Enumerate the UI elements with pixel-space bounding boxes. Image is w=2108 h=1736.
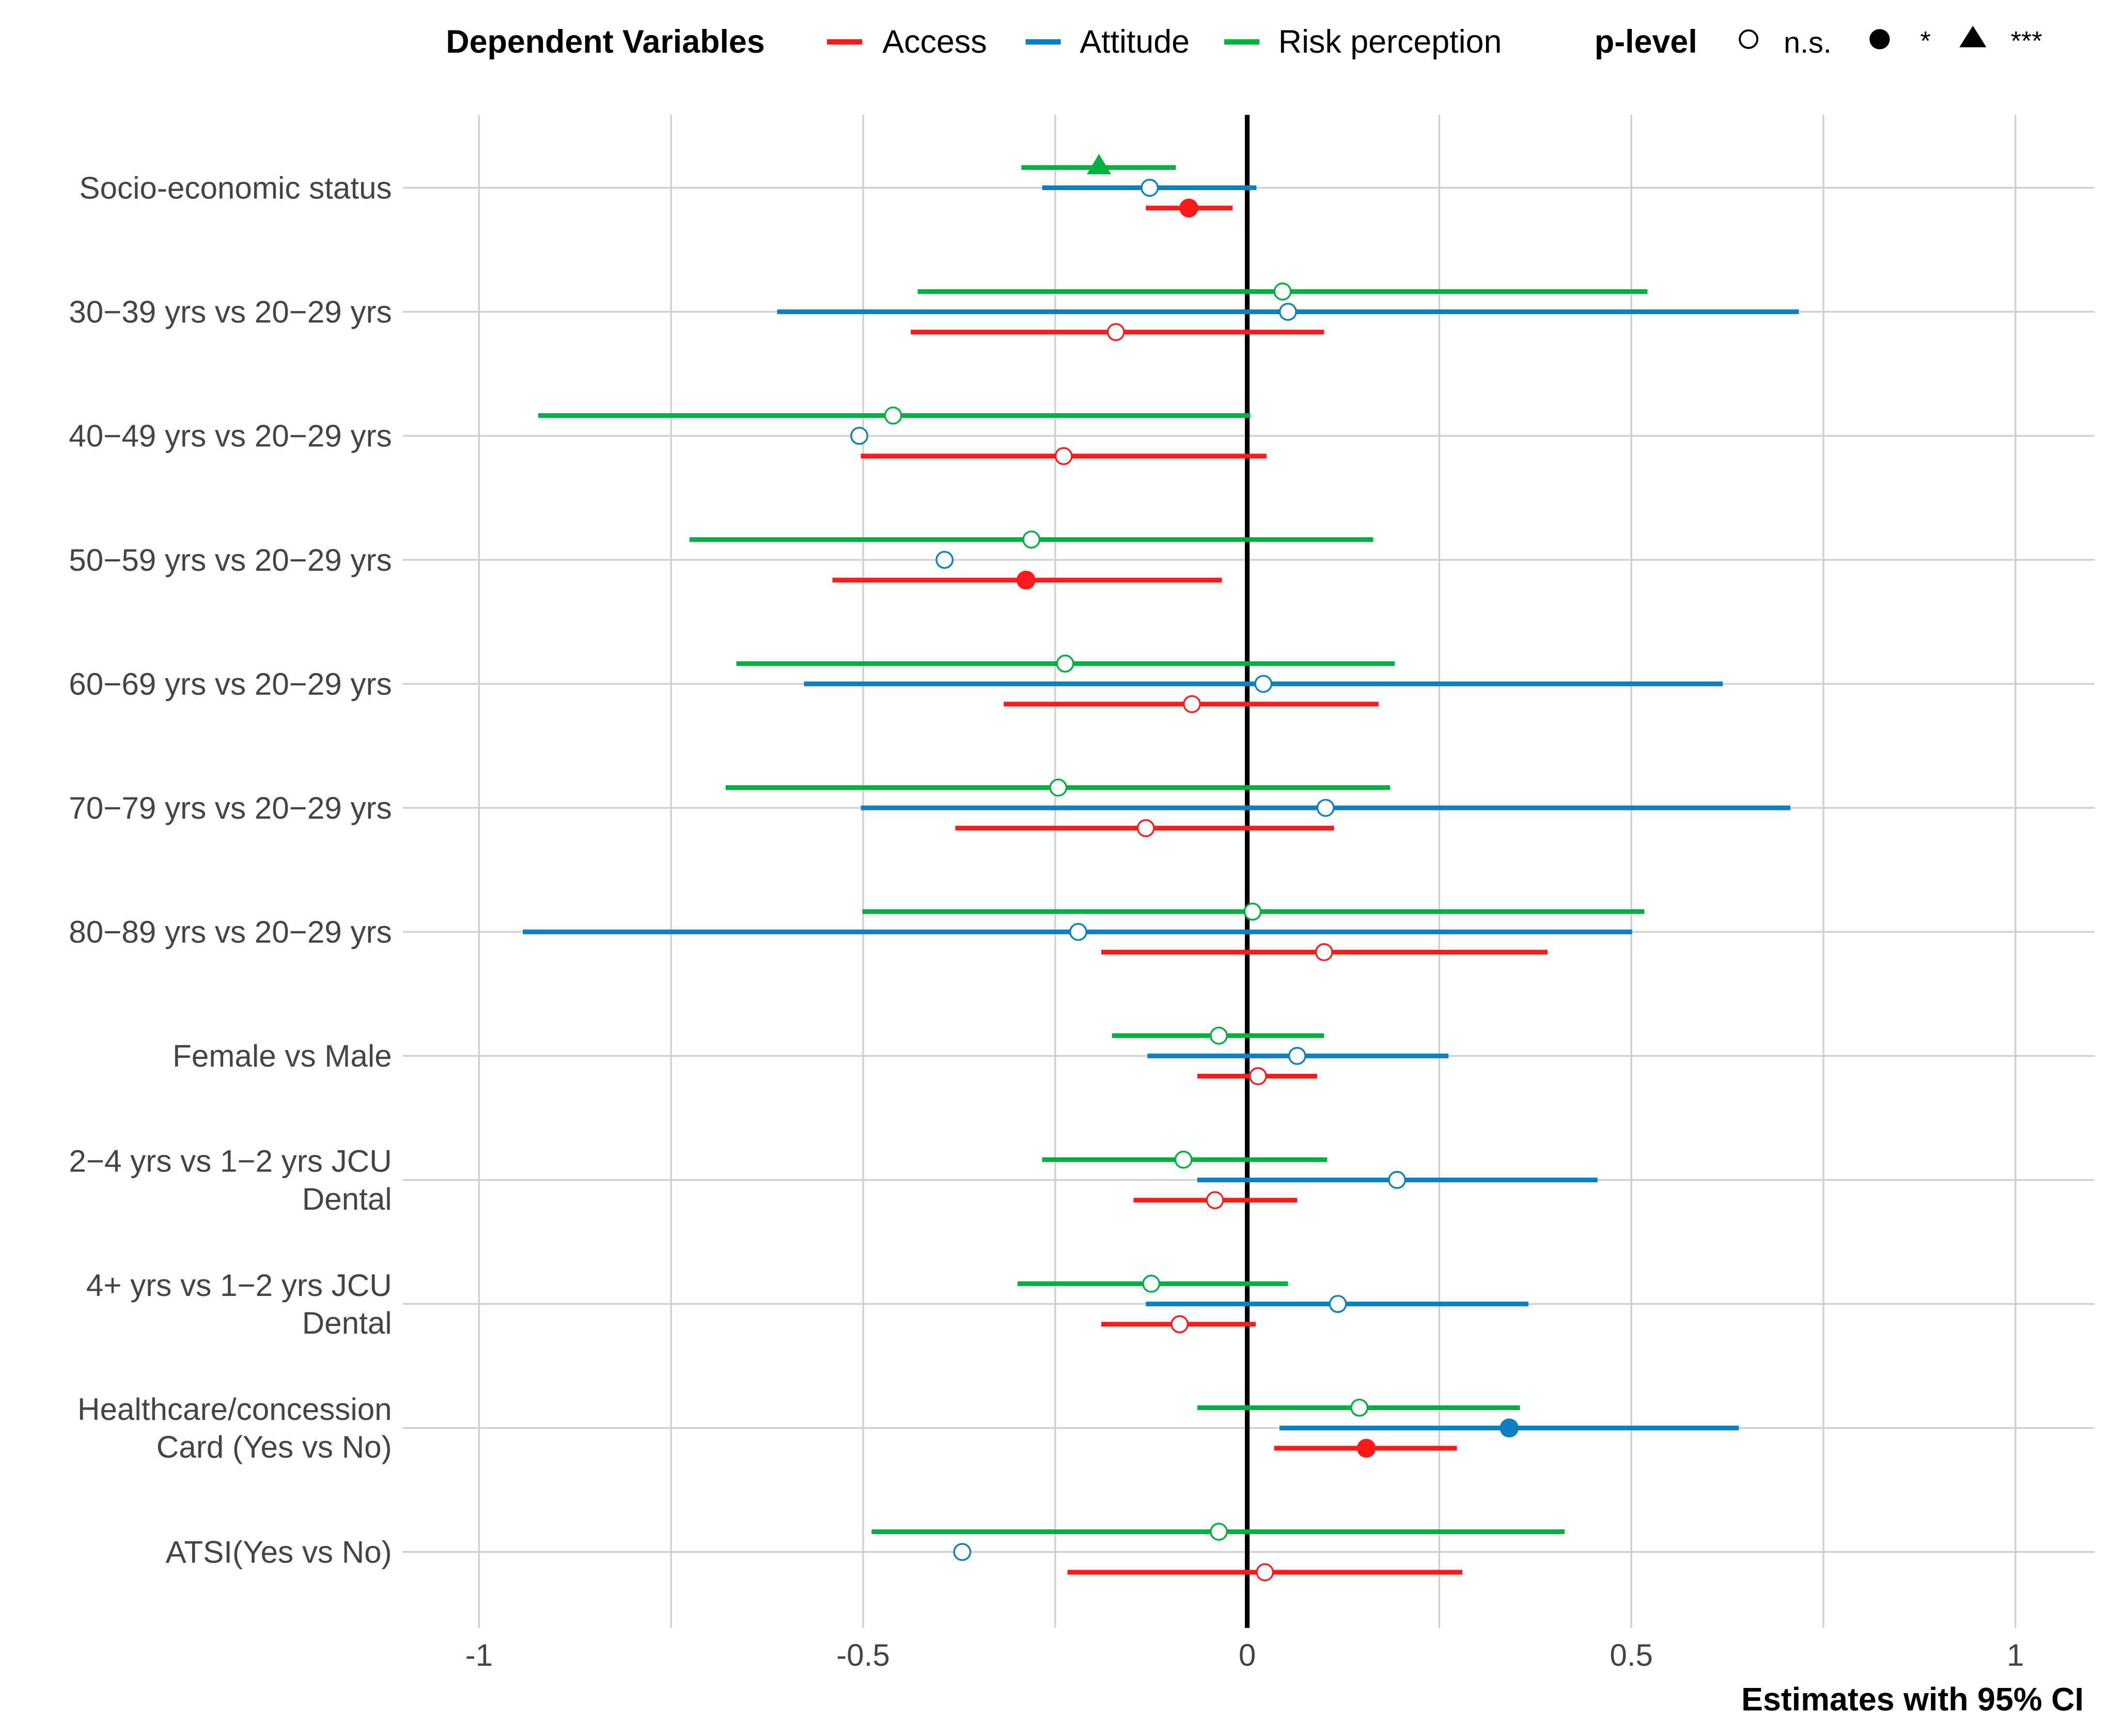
risk-perception-estimate-open: [1022, 530, 1041, 549]
row-label: Healthcare/concession: [77, 1392, 392, 1427]
risk-perception-estimate-open: [1049, 778, 1068, 797]
attitude-estimate-open: [1388, 1171, 1406, 1189]
row-label: 60−69 yrs vs 20−29 yrs: [69, 667, 392, 701]
row-label: 50−59 yrs vs 20−29 yrs: [69, 543, 392, 577]
attitude-estimate-open: [1288, 1046, 1306, 1065]
rows: Socio-economic status 30−39 yrs vs 20−29 …: [69, 170, 392, 1569]
attitude-estimate-open: [850, 427, 868, 445]
p-level-title: p-level: [1595, 24, 1697, 60]
access-estimate-open: [1256, 1563, 1274, 1582]
x-ticks: -1 -0.5 0 0.5 1: [465, 1638, 2024, 1672]
x-axis-title: Estimates with 95% CI: [1741, 1681, 2084, 1717]
legend-label-access: Access: [882, 24, 987, 60]
attitude-estimate-open: [1329, 1295, 1347, 1313]
p-level-three-star: ***: [2011, 26, 2042, 56]
access-estimate-open: [1054, 447, 1073, 465]
risk-perception-estimate-open: [1210, 1026, 1228, 1045]
legend-label-risk-perception: Risk perception: [1278, 24, 1502, 60]
access-estimate-filled: [1016, 570, 1036, 590]
access-estimate-open: [1249, 1067, 1267, 1085]
attitude-estimate-open: [1316, 799, 1335, 817]
row-label: Female vs Male: [173, 1039, 392, 1073]
grid: [402, 115, 2095, 1628]
risk-perception-estimate-open: [884, 406, 902, 425]
access-estimate-open: [1170, 1315, 1189, 1334]
filled-triangle-icon: [1959, 25, 1987, 48]
risk-perception-estimate-open: [1056, 654, 1074, 673]
row-label: 2−4 yrs vs 1−2 yrs JCU: [69, 1144, 392, 1179]
attitude-estimate-open: [1069, 922, 1087, 941]
row-label: Dental: [302, 1306, 392, 1340]
risk-perception-estimate-open: [1273, 283, 1292, 301]
marks: [523, 154, 1799, 1582]
risk-perception-estimate-open: [1174, 1150, 1193, 1169]
attitude-estimate-open: [1254, 675, 1273, 693]
access-estimate-open: [1136, 819, 1155, 837]
open-circle-icon: [1739, 29, 1759, 49]
attitude-estimate-filled: [1500, 1418, 1519, 1437]
access-estimate-open: [1106, 323, 1125, 341]
risk-perception-estimate-open: [1142, 1274, 1161, 1293]
x-tick-label: 0.5: [1610, 1638, 1653, 1672]
row-label: Card (Yes vs No): [157, 1430, 392, 1464]
access-estimate-open: [1183, 695, 1201, 713]
x-tick-label: 1: [2007, 1638, 2024, 1672]
filled-circle-icon: [1869, 29, 1890, 50]
legend-title: Dependent Variables: [446, 24, 764, 60]
risk-perception-estimate-open: [1350, 1399, 1369, 1417]
attitude-estimate-open: [1141, 179, 1159, 197]
row-label: Dental: [302, 1182, 392, 1216]
p-level-star: *: [1920, 26, 1930, 56]
row-label: 80−89 yrs vs 20−29 yrs: [69, 915, 392, 949]
p-level-ns: n.s.: [1784, 26, 1832, 59]
x-tick-label: -0.5: [836, 1638, 890, 1672]
attitude-estimate-open: [953, 1543, 972, 1561]
row-label: 4+ yrs vs 1−2 yrs JCU: [86, 1268, 392, 1303]
risk-perception-estimate-open: [1243, 902, 1262, 921]
row-label: 70−79 yrs vs 20−29 yrs: [69, 791, 392, 825]
access-estimate-filled: [1179, 198, 1198, 218]
risk-perception-estimate-open: [1210, 1523, 1228, 1541]
attitude-estimate-open: [935, 551, 954, 569]
attitude-estimate-open: [1279, 303, 1297, 321]
legend-label-attitude: Attitude: [1080, 24, 1190, 60]
x-tick-label: -1: [465, 1638, 493, 1672]
row-label: Socio-economic status: [79, 170, 392, 205]
row-label: 40−49 yrs vs 20−29 yrs: [69, 419, 392, 453]
legend: Dependent Variables Access Attitude Risk…: [446, 24, 2042, 60]
x-tick-label: 0: [1239, 1638, 1256, 1672]
access-estimate-open: [1206, 1191, 1224, 1210]
access-estimate-filled: [1356, 1438, 1376, 1458]
row-label: ATSI(Yes vs No): [166, 1535, 392, 1570]
row-label: 30−39 yrs vs 20−29 yrs: [69, 295, 392, 330]
risk-perception-estimate-triangle: [1087, 154, 1112, 175]
access-estimate-open: [1315, 943, 1333, 961]
